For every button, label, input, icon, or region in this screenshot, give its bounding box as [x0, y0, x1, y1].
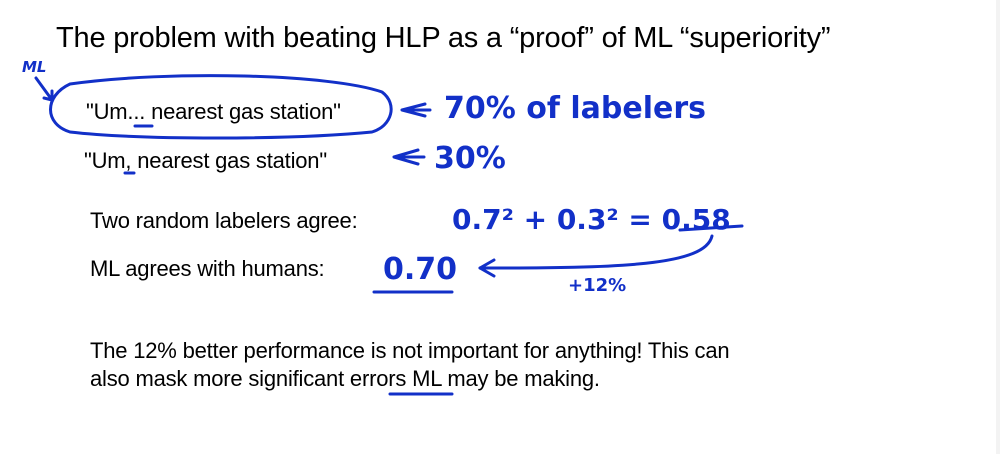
conclusion-line-1: The 12% better performance is not import…	[90, 338, 730, 363]
ml-note: ML	[22, 58, 47, 76]
comparison-arrow	[478, 234, 714, 270]
labelers-agree-label: Two random labelers agree:	[90, 208, 358, 233]
conclusion-line-2: also mask more significant errors ML may…	[90, 366, 600, 391]
transcript-option-2: "Um, nearest gas station"	[84, 148, 327, 173]
ml-agrees-label: ML agrees with humans:	[90, 256, 325, 281]
arrow-30	[392, 148, 426, 166]
agreement-formula: 0.7² + 0.3² = 0.58	[452, 203, 731, 236]
right-edge-strip	[996, 0, 1000, 454]
slide-title: The problem with beating HLP as a “proof…	[56, 22, 831, 54]
improvement-note: +12%	[568, 275, 626, 296]
annotation-70: 70% of labelers	[444, 91, 706, 126]
result-underline	[678, 224, 744, 232]
ml-value: 0.70	[383, 252, 457, 287]
transcript-option-1: "Um... nearest gas station"	[86, 99, 341, 124]
annotation-30: 30%	[434, 141, 506, 176]
conclusion-text: The 12% better performance is not import…	[90, 337, 910, 393]
ml-arrow	[34, 76, 54, 102]
comparison-arrowhead	[478, 258, 496, 278]
arrow-70	[400, 102, 432, 118]
